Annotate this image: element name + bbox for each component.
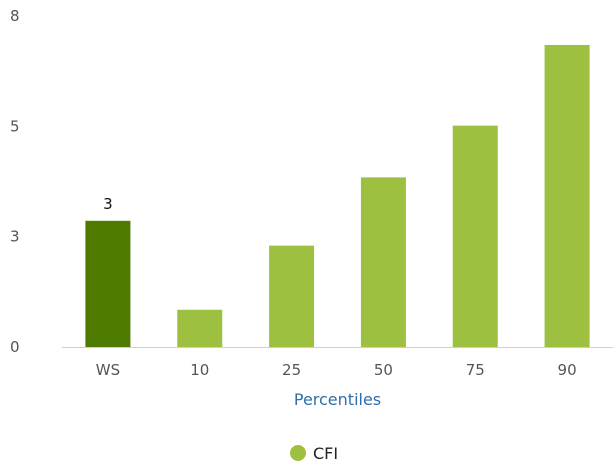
bars-group bbox=[85, 44, 590, 348]
bar-10 bbox=[177, 309, 223, 347]
legend: CFI bbox=[290, 444, 338, 463]
bar-75 bbox=[452, 125, 498, 347]
y-tick-label: 8 bbox=[10, 7, 20, 25]
x-tick-label: WS bbox=[96, 361, 120, 379]
x-tick-label: 25 bbox=[282, 361, 301, 379]
x-axis: WS 10 25 50 75 90 bbox=[96, 361, 577, 379]
y-tick-label: 3 bbox=[10, 228, 20, 246]
y-tick-label: 5 bbox=[10, 117, 20, 135]
y-axis: 0 3 5 8 bbox=[10, 7, 20, 356]
x-axis-title: Percentiles bbox=[294, 390, 381, 409]
bar-ws bbox=[85, 220, 131, 347]
bar-90 bbox=[544, 44, 590, 348]
x-tick-label: 90 bbox=[558, 361, 577, 379]
legend-marker bbox=[290, 445, 306, 461]
x-tick-label: 10 bbox=[190, 361, 209, 379]
bar-25 bbox=[269, 245, 315, 347]
legend-label: CFI bbox=[313, 444, 338, 463]
y-tick-label: 0 bbox=[10, 338, 20, 356]
x-tick-label: 50 bbox=[374, 361, 393, 379]
x-tick-label: 75 bbox=[466, 361, 485, 379]
bar-50 bbox=[360, 177, 406, 347]
data-labels-group: 3 bbox=[103, 195, 113, 213]
data-label: 3 bbox=[103, 195, 113, 213]
